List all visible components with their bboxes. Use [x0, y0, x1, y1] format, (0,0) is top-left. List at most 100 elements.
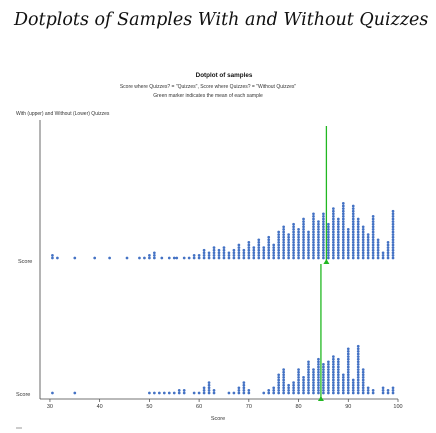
dot: [212, 256, 216, 260]
dot: [297, 378, 300, 382]
dot: [247, 251, 251, 255]
dot: [341, 248, 345, 252]
dot: [282, 228, 285, 231]
dot: [302, 386, 305, 390]
dot: [287, 241, 290, 244]
dot: [267, 238, 271, 242]
dot: [336, 222, 340, 226]
dot: [322, 217, 325, 221]
dot: [376, 251, 380, 255]
dot: [307, 233, 310, 236]
dot: [317, 368, 320, 371]
dot: [351, 212, 355, 216]
dot: [356, 365, 360, 369]
dot: [292, 243, 295, 247]
dot: [192, 391, 196, 395]
dot: [332, 228, 335, 231]
dot: [341, 376, 345, 379]
dot: [327, 360, 330, 364]
dot: [361, 243, 365, 247]
dot: [242, 383, 246, 387]
dot: [327, 243, 330, 247]
dot: [257, 248, 261, 252]
dot: [381, 251, 385, 255]
dot: [341, 202, 345, 205]
dot: [182, 389, 186, 392]
dot: [327, 368, 330, 371]
dot: [287, 233, 290, 236]
dot: [322, 248, 325, 252]
dot: [247, 248, 251, 252]
dot: [312, 391, 315, 395]
dot: [332, 230, 335, 234]
dot: [356, 376, 360, 379]
dot: [332, 235, 335, 239]
dot: [73, 391, 77, 395]
dot: [292, 389, 295, 392]
dot: [93, 256, 97, 260]
dot: [351, 383, 355, 387]
dot: [327, 391, 330, 395]
dot: [322, 378, 325, 382]
dot: [297, 246, 300, 249]
dot: [351, 220, 355, 223]
dot: [336, 225, 340, 229]
dot: [322, 222, 325, 226]
dot: [302, 241, 305, 244]
dot: [242, 251, 246, 255]
dot: [327, 386, 330, 390]
dot: [153, 391, 156, 395]
dot: [386, 241, 390, 244]
dot: [192, 254, 196, 257]
dot: [332, 381, 335, 384]
dot: [217, 256, 221, 260]
dot: [292, 251, 295, 255]
dot: [317, 230, 320, 234]
dot: [247, 391, 251, 395]
dot: [302, 391, 305, 395]
dot: [317, 251, 320, 255]
dot: [282, 241, 285, 244]
dot: [108, 256, 111, 260]
dot: [277, 238, 281, 242]
dot: [257, 246, 261, 249]
dot: [160, 256, 164, 260]
dot: [317, 233, 320, 236]
dot: [277, 241, 281, 244]
dot: [272, 243, 276, 247]
dot: [332, 209, 335, 213]
dot: [297, 228, 300, 231]
dot: [336, 363, 340, 366]
dot: [356, 228, 360, 231]
dot: [336, 256, 340, 260]
dot: [346, 376, 350, 379]
dot: [167, 256, 171, 260]
dot: [212, 246, 216, 249]
dot: [376, 248, 380, 252]
dot: [317, 389, 320, 392]
dot: [277, 386, 281, 390]
dot: [217, 251, 221, 255]
dot: [237, 246, 241, 249]
dot: [341, 256, 345, 260]
dot: [267, 241, 271, 244]
x-tick-label: 60: [196, 404, 202, 410]
dot: [327, 248, 330, 252]
dot: [322, 228, 325, 231]
dot: [242, 248, 246, 252]
dot: [287, 383, 290, 387]
dot: [237, 389, 241, 392]
dot: [346, 243, 350, 247]
dot: [222, 251, 226, 255]
dot: [391, 215, 395, 218]
dot: [317, 373, 320, 377]
dot: [277, 251, 281, 255]
dot: [252, 251, 256, 255]
dot: [297, 251, 300, 255]
dot: [341, 251, 345, 255]
chart-subtitle-line-2: Green marker indicates the mean of each …: [153, 93, 263, 99]
dot: [302, 376, 305, 379]
dot: [312, 241, 315, 244]
dot: [356, 391, 360, 395]
dot: [336, 217, 340, 221]
